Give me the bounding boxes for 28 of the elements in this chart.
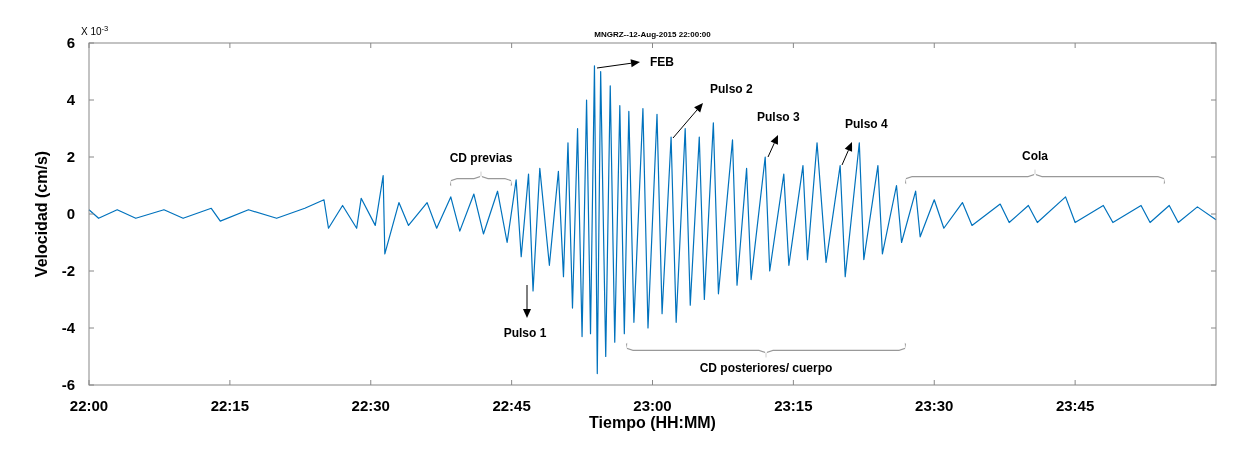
y-tick-label: 2 xyxy=(66,148,75,165)
line-series xyxy=(88,65,1217,375)
annotation: Pulso 4 xyxy=(845,117,889,131)
x-tick-label: 22:15 xyxy=(210,397,250,414)
annotation: FEB xyxy=(650,55,675,69)
annotation: CD posteriores/ cuerpo xyxy=(699,361,833,375)
text: X 10$^{-3}$ xyxy=(81,23,109,37)
x-tick-label: 23:45 xyxy=(1055,397,1095,414)
y-tick-label: -6 xyxy=(61,376,75,393)
chart-title: MNGRZ--12-Aug-2015 22:00:00 xyxy=(594,30,712,39)
annotation: Pulso 3 xyxy=(757,110,801,124)
y-tick-label: -2 xyxy=(61,262,75,279)
annotation: Cola xyxy=(1021,149,1049,163)
y-tick-label: 0 xyxy=(66,205,75,222)
x-tick-label: 22:00 xyxy=(69,397,109,414)
x-tick-label: 23:15 xyxy=(774,397,813,414)
annotation: Pulso 1 xyxy=(503,326,547,340)
annotation: Pulso 2 xyxy=(710,82,754,96)
x-tick-label: 23:00 xyxy=(633,397,672,414)
x-axis-title: Tiempo (HH:MM) xyxy=(589,414,716,431)
y-tick-label: 6 xyxy=(66,34,75,51)
x-tick-label: 23:30 xyxy=(915,397,954,414)
x-tick-label: 22:30 xyxy=(351,397,390,414)
y-tick-label: 4 xyxy=(66,91,76,108)
annotation: CD previas xyxy=(449,151,513,165)
y-tick-label: -4 xyxy=(61,319,76,336)
y-axis-title: Velocidad (cm/s) xyxy=(33,150,50,278)
x-tick-label: 22:45 xyxy=(492,397,531,414)
